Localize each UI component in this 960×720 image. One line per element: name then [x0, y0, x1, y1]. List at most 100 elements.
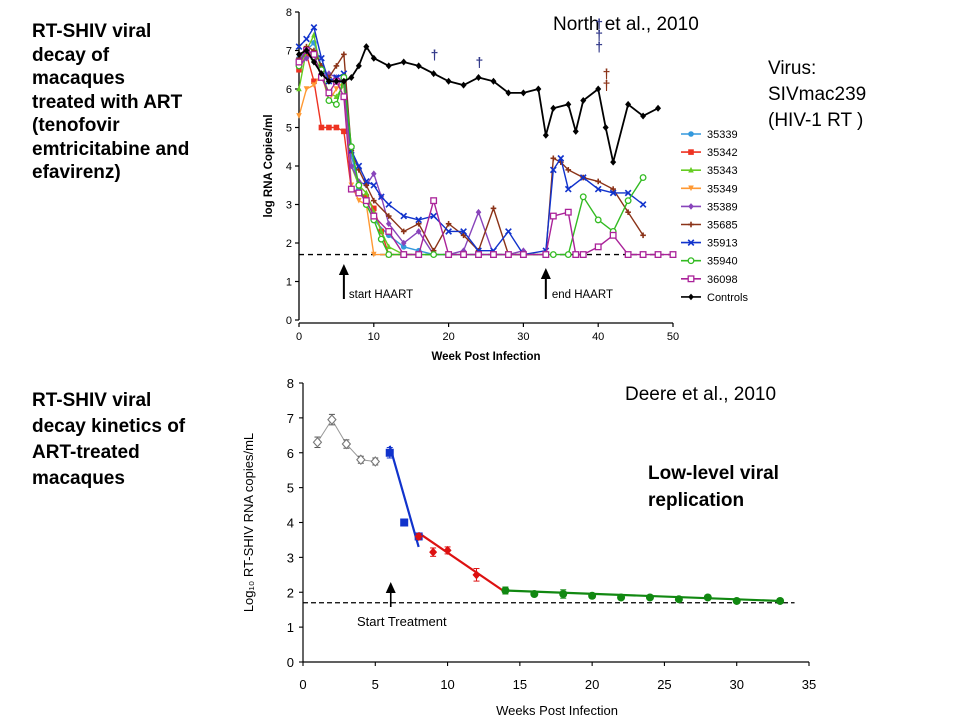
chart1-point-Controls [535, 85, 542, 93]
chart1-point-35913 [624, 189, 632, 197]
chart1-point-35685 [490, 205, 497, 212]
chart1-y-tick-label: 8 [286, 7, 292, 19]
chart1-point-Controls [475, 73, 482, 81]
chart1-legend-label-35339: 35339 [707, 129, 738, 141]
chart1-point-35940 [355, 181, 363, 189]
chart1-point-35685 [610, 186, 616, 192]
chart1-point-36098 [460, 251, 468, 258]
chart1-x-tick-label: 30 [517, 331, 529, 343]
chart1-point-Controls [430, 70, 437, 78]
caption-decay-kinetics: RT-SHIV viral decay kinetics of ART-treate… [32, 388, 262, 492]
chart1-point-36098 [310, 50, 318, 58]
chart1-point-Controls [602, 124, 609, 131]
chart1-line-35685 [298, 45, 644, 256]
chart1-legend-label-36098: 36098 [707, 274, 738, 286]
chart1-point-35389 [400, 239, 407, 247]
chart1-point-Controls [318, 70, 325, 78]
chart1-point-Controls [565, 100, 572, 108]
chart1-point-35913 [370, 181, 378, 189]
chart1-death-marker: † [595, 27, 603, 43]
chart1-arrow-start-haart [338, 264, 349, 299]
chart1-y-label: log RNA Copies/ml [263, 114, 275, 217]
chart1-point-36098 [519, 251, 527, 258]
chart1-point-35349 [296, 113, 302, 119]
chart1-point-Controls [542, 131, 549, 139]
chart1-point-36098 [624, 251, 632, 258]
chart1-legend-marker-Controls [688, 293, 694, 301]
chart1-y-tick-label: 5 [286, 123, 292, 135]
chart1-point-35940 [579, 193, 587, 201]
chart1-point-35913 [445, 228, 452, 235]
chart1-legend-label-Controls: Controls [707, 292, 748, 304]
chart1-y-tick-label: 1 [286, 277, 292, 289]
chart1-point-Controls [460, 81, 467, 89]
chart1-point-35685 [550, 155, 557, 162]
citation-north-2010: North et al., 2010 [553, 14, 699, 35]
chart1-line-35342 [298, 52, 419, 256]
chart1-legend-label-35940: 35940 [707, 256, 738, 268]
chart1-point-35940 [564, 251, 572, 258]
chart1-point-35389 [475, 208, 482, 216]
chart1-death-marker: † [595, 16, 603, 32]
caption2-line-1: RT-SHIV viral [32, 390, 152, 411]
chart1-point-Controls [572, 127, 579, 135]
chart1-death-marker: † [603, 66, 611, 82]
chart1-point-36098 [385, 227, 393, 235]
chart1-point-36098 [362, 197, 370, 205]
chart1-point-35349 [311, 82, 317, 88]
chart1-axes: 0 1 2 3 4 5 6 7 8 0 10 20 30 40 50 Week Post Infection l… [263, 7, 679, 363]
chart1-point-36098 [639, 251, 647, 258]
chart1-x-tick-label: 10 [368, 331, 380, 343]
chart1-point-35685 [595, 178, 601, 185]
chart1-legend-label-35685: 35685 [707, 220, 738, 232]
chart1-point-Controls [415, 62, 422, 70]
chart1-point-Controls [520, 89, 527, 97]
chart1-point-35940 [347, 143, 355, 151]
chart1-point-35940 [624, 197, 632, 205]
caption2-line-4: macaques [32, 468, 125, 489]
chart1-legend-label-35343: 35343 [707, 165, 738, 177]
chart1-point-35343 [385, 243, 392, 250]
chart1-point-35349 [303, 86, 310, 92]
chart1-point-36098 [609, 231, 617, 239]
chart1-point-35913 [355, 162, 363, 170]
chart1-point-35342 [341, 128, 347, 135]
chart1-point-Controls [296, 50, 302, 58]
chart1-x-tick-label: 40 [592, 331, 604, 343]
chart1-point-35349 [356, 197, 362, 204]
chart1-point-36098 [400, 251, 408, 258]
chart1-point-35940 [325, 97, 333, 104]
chart1-point-35349 [371, 251, 377, 258]
chart1-point-35685 [640, 232, 646, 239]
chart1-point-Controls [445, 77, 452, 85]
chart1-point-Controls [340, 77, 347, 85]
chart1-point-Controls [325, 77, 332, 85]
chart1-point-35389 [385, 220, 392, 228]
chart1-point-35940 [549, 251, 557, 258]
chart1-point-35389 [460, 247, 467, 254]
chart1-point-Controls [580, 97, 587, 105]
chart1-point-35342 [296, 66, 302, 73]
chart1-point-Controls [333, 77, 340, 85]
chart1-point-35342 [326, 124, 332, 131]
chart1-point-35685 [625, 209, 631, 215]
chart1-point-35342 [318, 124, 325, 131]
chart1-point-35913 [639, 201, 647, 208]
chart1-point-35940 [639, 174, 647, 181]
chart1-point-35389 [415, 228, 422, 235]
virus-note-line-2: SIVmac239 [768, 84, 867, 105]
chart1-point-36098 [295, 58, 303, 66]
chart1-point-Controls [348, 73, 355, 81]
chart1-y-tick-label: 6 [286, 84, 292, 96]
chart1-point-36098 [355, 189, 363, 197]
chart1-point-35913 [295, 43, 303, 51]
chart1-point-36098 [347, 185, 355, 193]
chart1-point-36098 [490, 251, 497, 258]
chart1-x-tick-label: 20 [442, 331, 454, 343]
chart1-y-tick-label: 3 [286, 200, 292, 212]
chart1-point-35913 [460, 228, 467, 235]
chart1-point-36098 [572, 251, 580, 258]
chart1-point-35913 [400, 212, 408, 220]
chart1-legend-marker-35389 [688, 203, 694, 210]
chart1-point-35913 [362, 178, 370, 185]
